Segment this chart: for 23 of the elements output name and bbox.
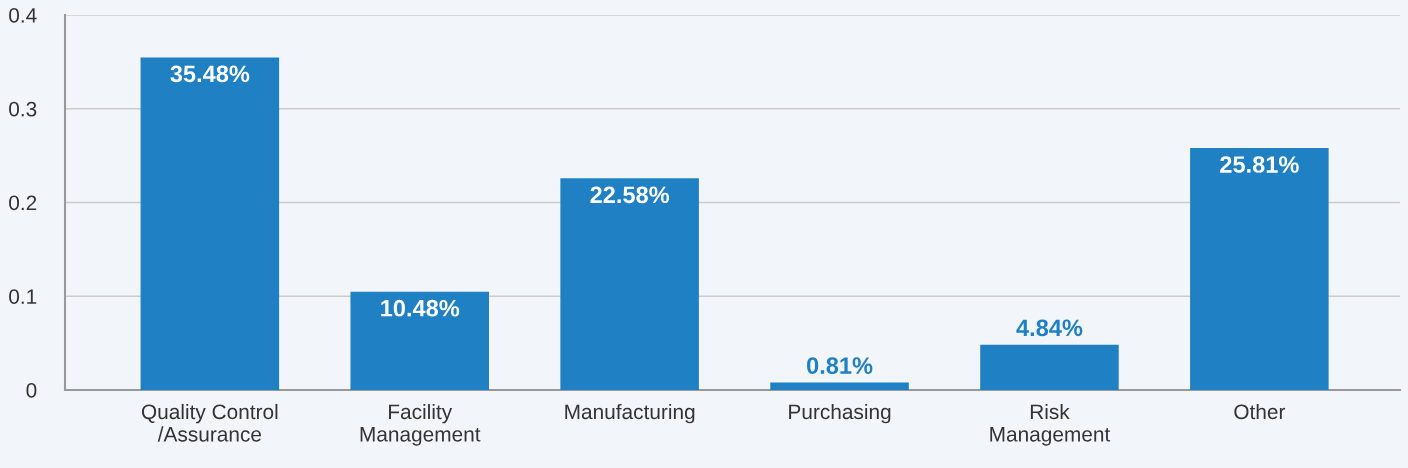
x-tick-label: Facility Management [360,403,481,446]
x-tick-label: Purchasing [789,403,891,424]
y-tick-label: 0 [26,383,37,398]
data-label: 35.48% [170,65,250,83]
bar [1190,148,1329,390]
x-tick-label: Other [1234,403,1286,420]
data-label: 25.81% [1220,156,1299,173]
x-tick-label: Quality Control /Assurance [141,403,278,442]
bar [350,291,490,390]
data-label: 4.84% [1016,319,1083,337]
bar [140,57,280,390]
bar [980,344,1119,390]
bar [560,178,699,390]
bar [770,382,909,390]
data-label: 0.81% [807,357,873,374]
x-tick-label: Risk Management [990,403,1111,446]
y-tick-label: 0.4 [9,8,37,23]
data-label: 10.48% [381,299,460,317]
y-tick-label: 0.3 [9,101,37,117]
data-label: 22.58% [590,186,670,204]
y-tick-label: 0.1 [9,289,37,304]
x-tick-label: Manufacturing [565,403,695,424]
y-tick-label: 0.2 [9,195,37,211]
